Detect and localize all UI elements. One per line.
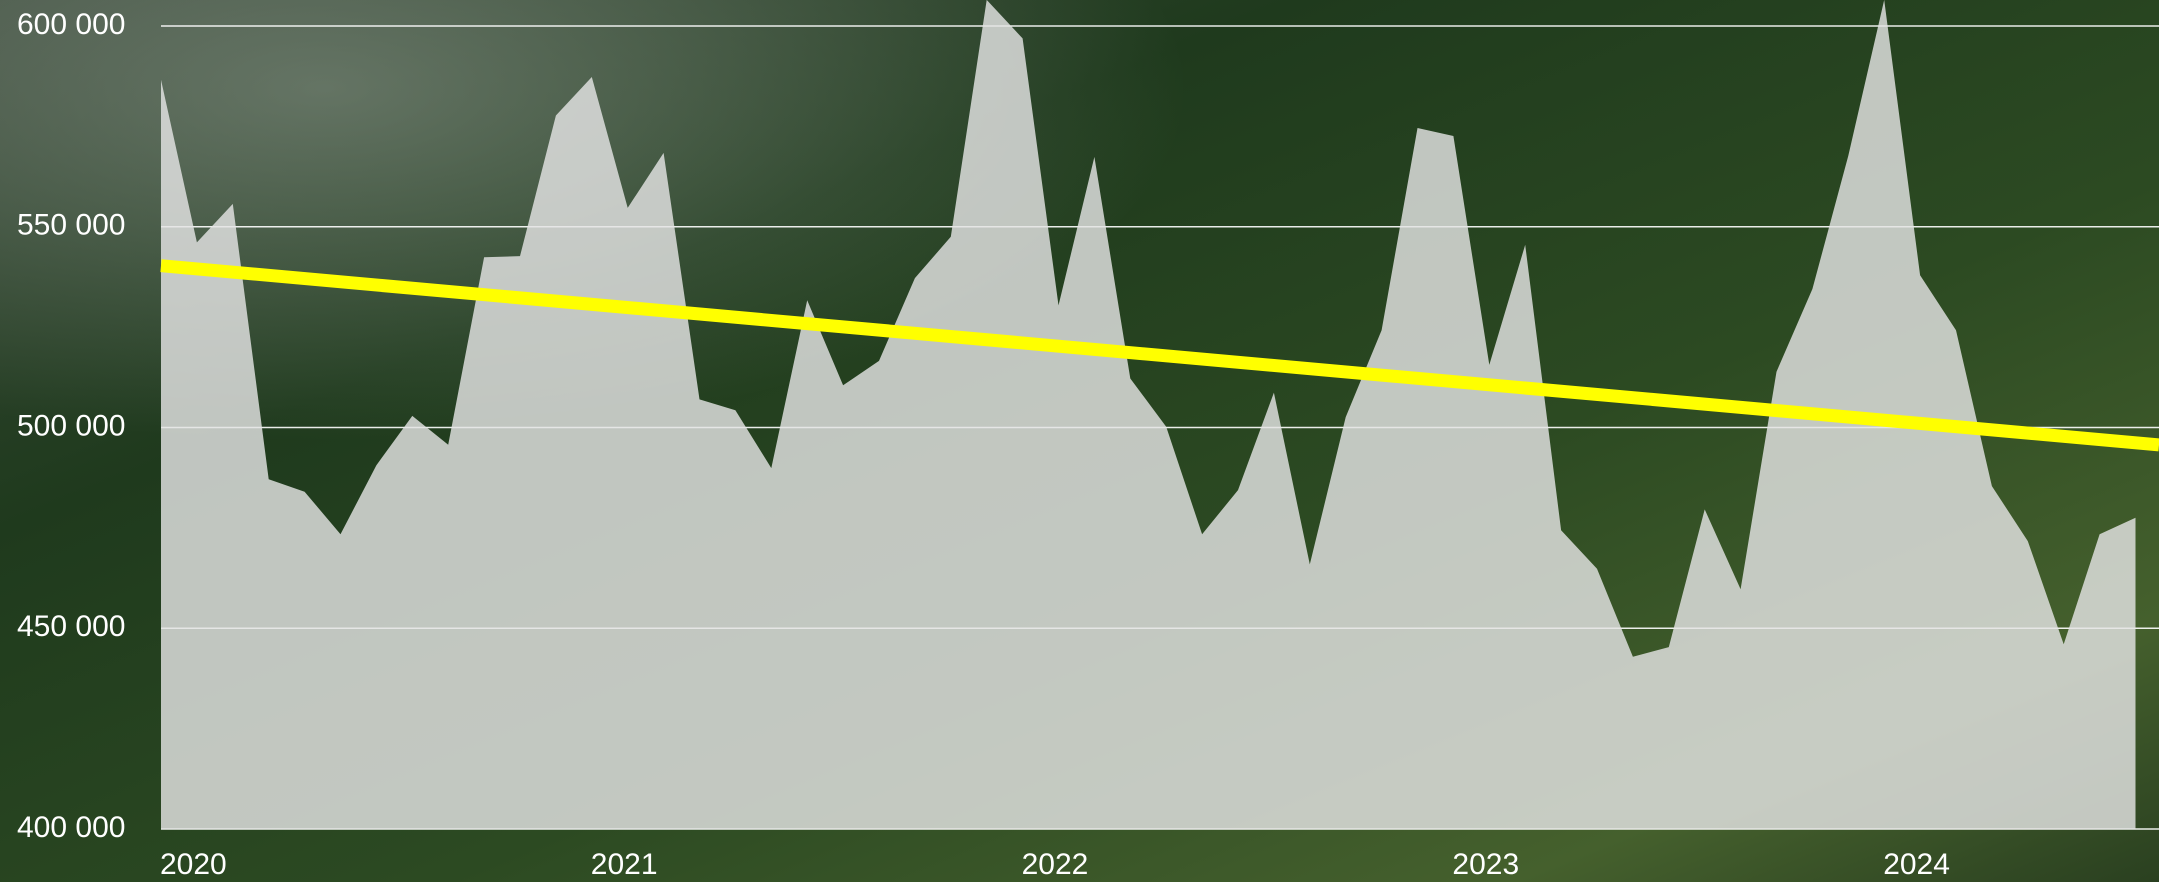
x-tick-label: 2023 <box>1452 848 1519 881</box>
y-tick-label: 400 000 <box>17 811 125 844</box>
x-tick-label: 2024 <box>1883 848 1950 881</box>
y-tick-label: 450 000 <box>17 610 125 643</box>
area <box>161 0 2136 829</box>
x-tick-label: 2021 <box>591 848 658 881</box>
trend-line <box>160 259 2159 452</box>
y-tick-label: 500 000 <box>17 409 125 442</box>
y-tick-label: 550 000 <box>17 209 125 242</box>
x-tick-label: 2020 <box>160 848 227 881</box>
y-tick-label: 600 000 <box>17 8 125 41</box>
x-tick-label: 2022 <box>1022 848 1089 881</box>
